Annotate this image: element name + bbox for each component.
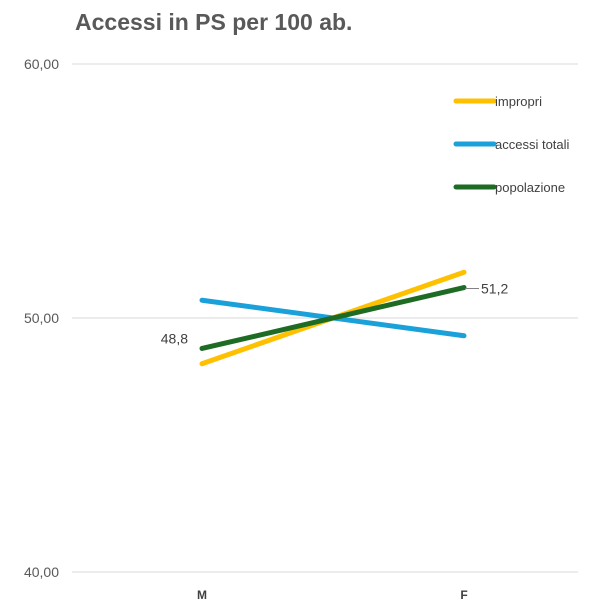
y-tick-label: 60,00	[24, 56, 59, 72]
legend-label-accessi-totali: accessi totali	[495, 137, 570, 152]
y-tick-label: 40,00	[24, 564, 59, 580]
legend-label-popolazione: popolazione	[495, 180, 565, 195]
legend-label-impropri: impropri	[495, 94, 542, 109]
y-tick-label: 50,00	[24, 310, 59, 326]
x-tick-label-F: F	[460, 588, 467, 602]
data-label-M: 48,8	[161, 330, 188, 346]
series-line-popolazione	[199, 285, 467, 351]
x-tick-label-M: M	[197, 588, 207, 602]
chart-title: Accessi in PS per 100 ab.	[75, 9, 353, 35]
data-label-F: 51,2	[481, 281, 508, 297]
